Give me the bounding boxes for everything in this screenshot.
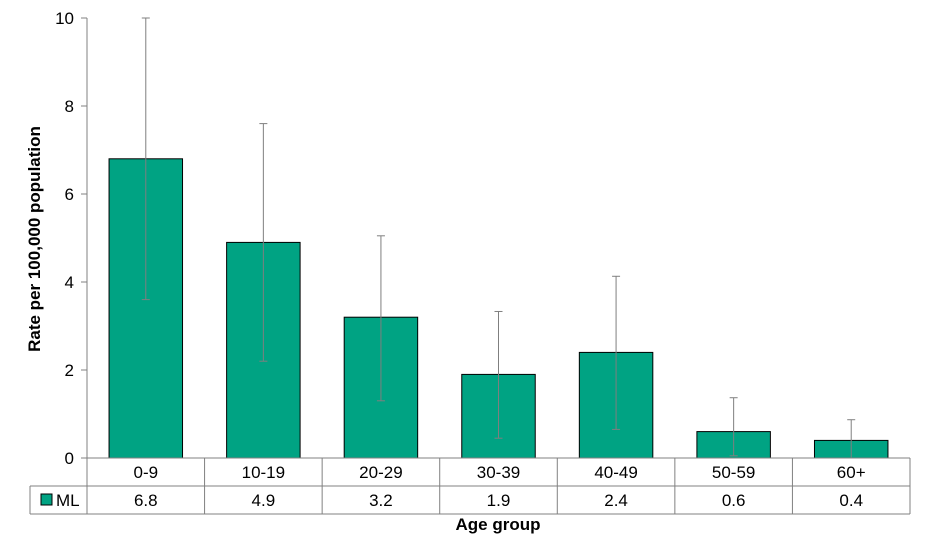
y-tick-label-6: 6 xyxy=(65,185,74,204)
x-tick-label-40-49: 40-49 xyxy=(594,463,637,482)
x-tick-label-30-39: 30-39 xyxy=(477,463,520,482)
x-tick-label-20-29: 20-29 xyxy=(359,463,402,482)
data-label-60+: 0.4 xyxy=(839,491,863,510)
legend-label-ml: ML xyxy=(56,491,80,510)
y-tick-label-4: 4 xyxy=(65,273,74,292)
y-axis: 0 2 4 6 8 10 xyxy=(55,9,88,468)
data-table: 0-9 6.8 10-19 4.9 20-29 3.2 30-39 1.9 40-49 2.4 50… xyxy=(29,457,911,515)
data-label-30-39: 1.9 xyxy=(487,491,511,510)
data-label-20-29: 3.2 xyxy=(369,491,393,510)
y-tick-label-8: 8 xyxy=(65,97,74,116)
y-tick-label-0: 0 xyxy=(65,449,74,468)
legend-swatch-ml xyxy=(40,493,53,506)
x-tick-label-50-59: 50-59 xyxy=(712,463,755,482)
y-axis-title: Rate per 100,000 population xyxy=(25,126,44,352)
x-tick-label-60+: 60+ xyxy=(837,463,866,482)
x-tick-label-10-19: 10-19 xyxy=(242,463,285,482)
data-label-0-9: 6.8 xyxy=(134,491,158,510)
x-tick-label-0-9: 0-9 xyxy=(133,463,158,482)
plot-area xyxy=(108,17,889,459)
data-label-10-19: 4.9 xyxy=(252,491,276,510)
data-label-50-59: 0.6 xyxy=(722,491,746,510)
y-tick-label-10: 10 xyxy=(55,9,74,28)
x-axis-title: Age group xyxy=(456,515,541,534)
y-tick-label-2: 2 xyxy=(65,361,74,380)
data-label-40-49: 2.4 xyxy=(604,491,628,510)
